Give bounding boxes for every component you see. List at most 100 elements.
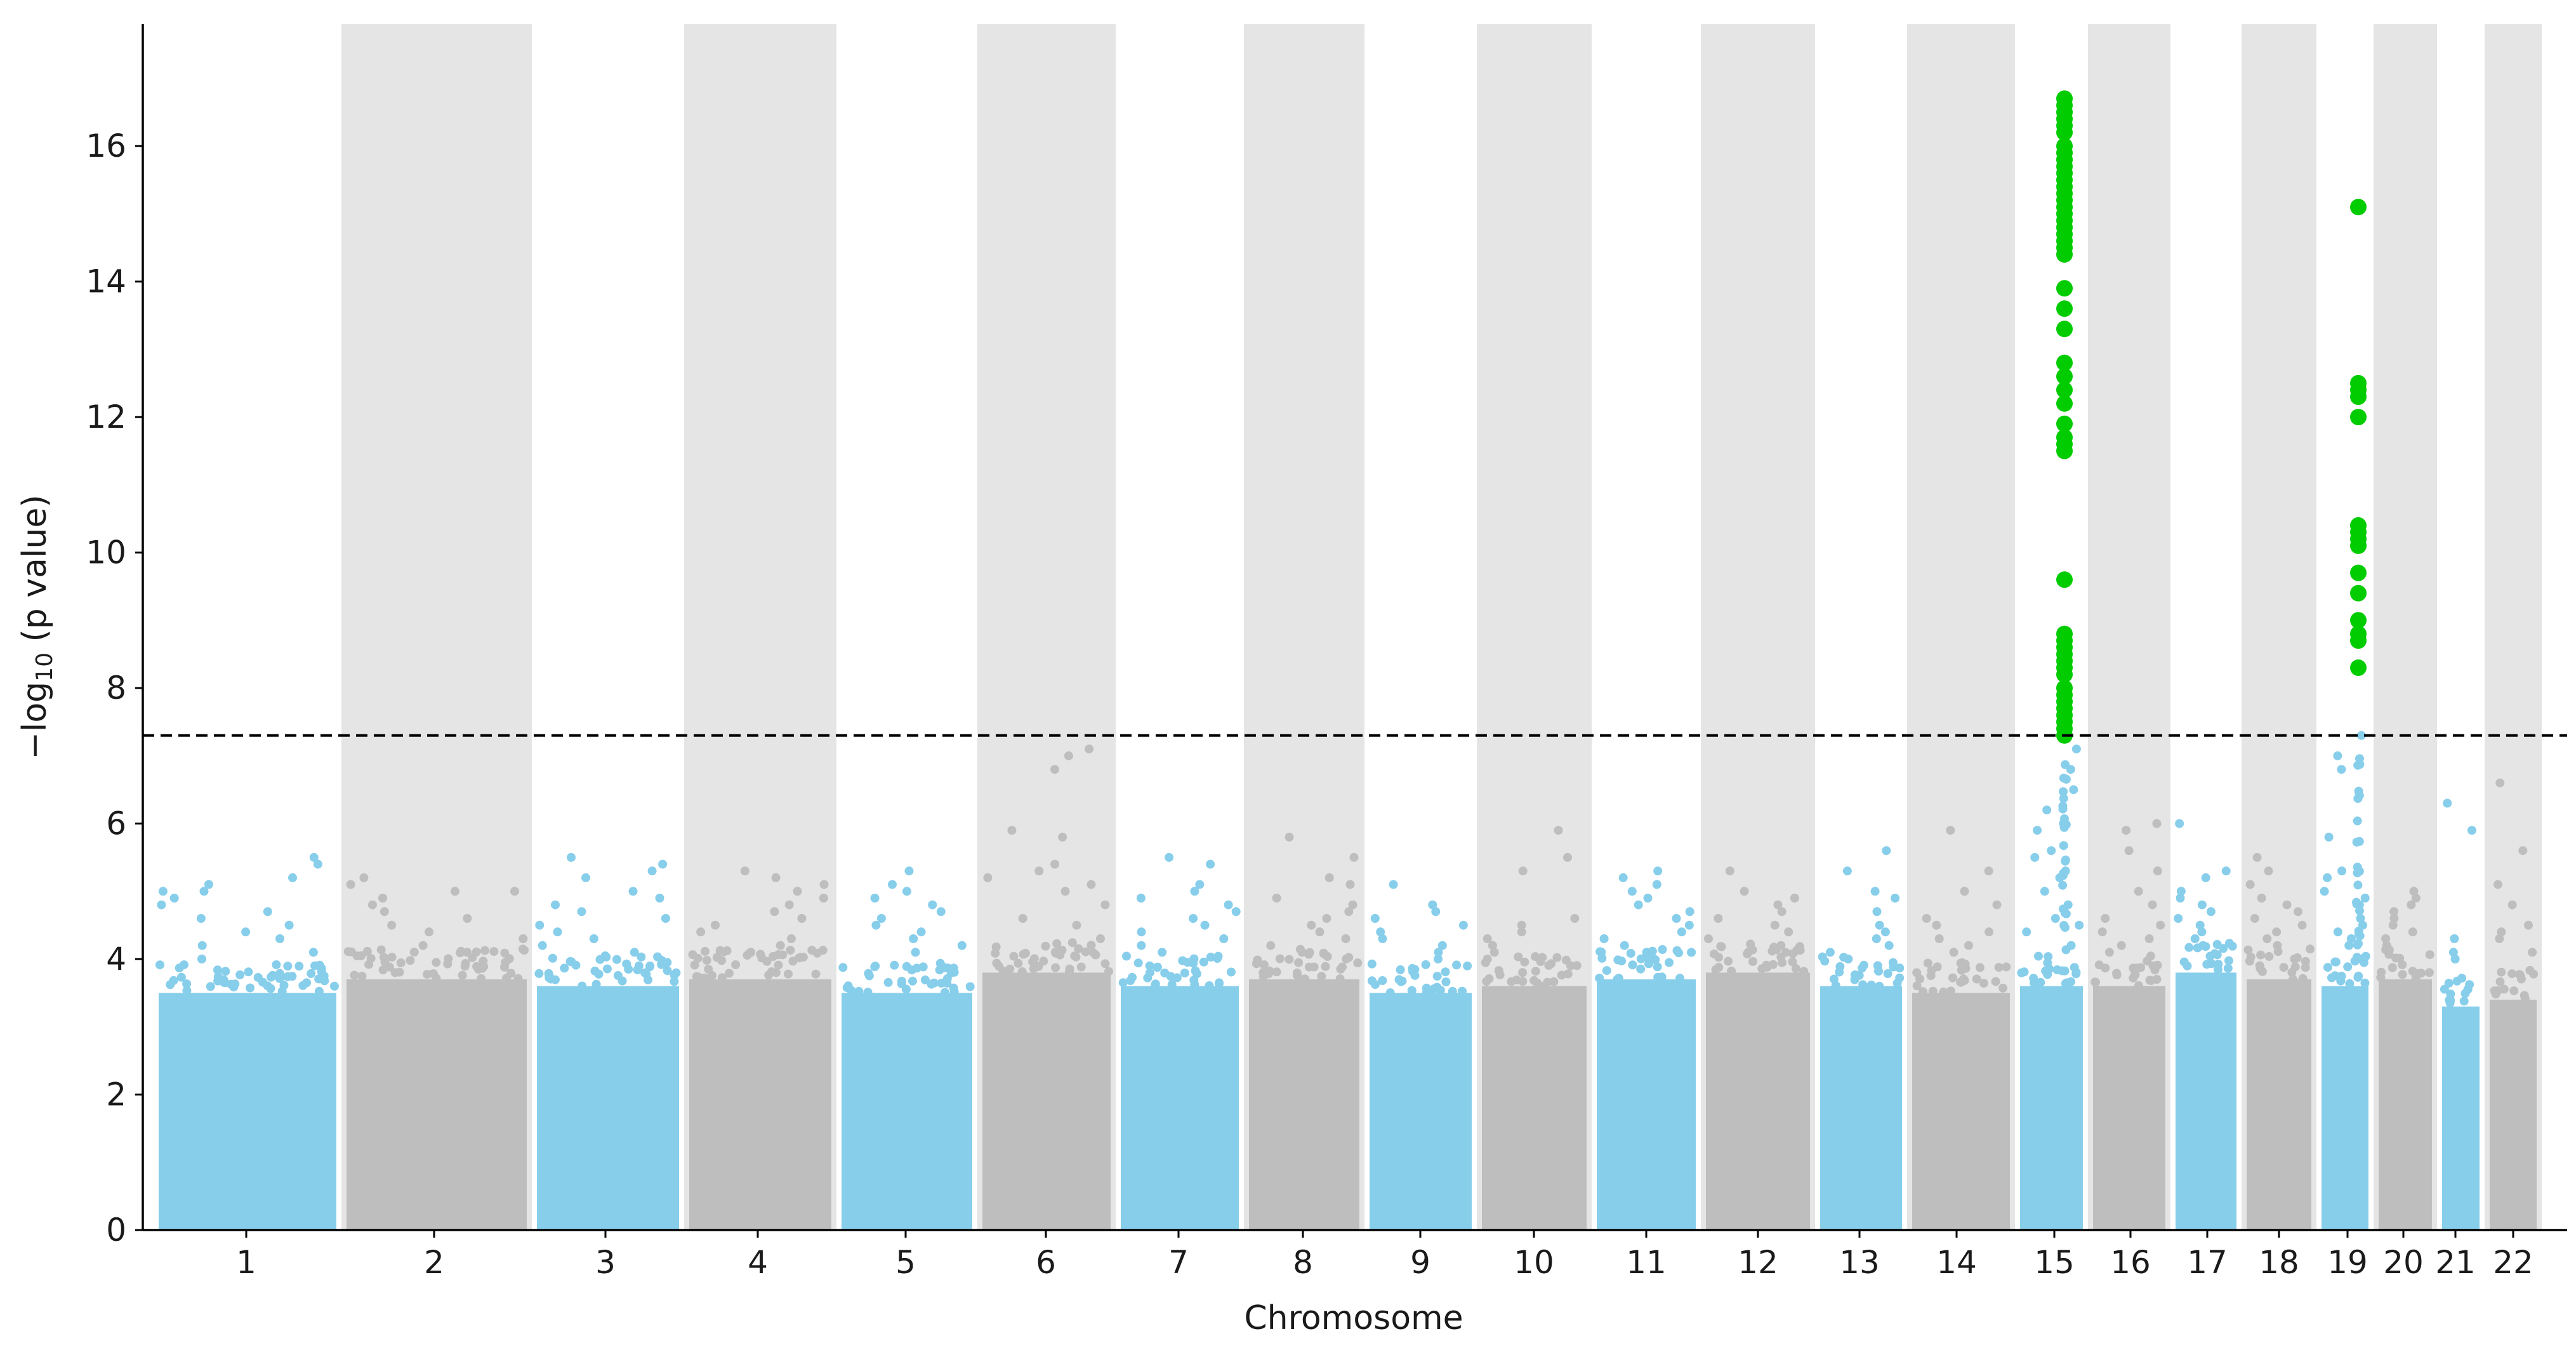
snp-point (2134, 981, 2143, 990)
snp-point (2060, 966, 2070, 976)
snp-point (1743, 948, 1753, 957)
x-tick-label: 20 (2383, 1244, 2424, 1281)
snp-point (2353, 880, 2363, 890)
snp-point (2184, 943, 2194, 952)
snp-point (871, 920, 881, 930)
snp-point (2069, 785, 2078, 795)
snp-point (294, 962, 304, 971)
snp-point (1634, 900, 1643, 910)
snp-point (1773, 900, 1783, 910)
snp-point (1050, 859, 1060, 869)
snp-point (1353, 958, 1363, 968)
snp-point (1100, 900, 1110, 910)
snp-point (2297, 920, 2307, 930)
snp-point (1324, 873, 1334, 882)
snp-point (1790, 894, 1799, 903)
snp-point (1617, 956, 1627, 966)
snp-point (2448, 948, 2458, 957)
snp-point (2529, 969, 2539, 979)
snp-point (477, 974, 486, 983)
x-tick-label: 15 (2034, 1244, 2075, 1281)
snp-point (456, 948, 465, 958)
snp-point (2146, 976, 2156, 985)
snp-point (1349, 852, 1359, 862)
snp-point (2197, 927, 2207, 937)
snp-point (2408, 927, 2417, 937)
y-tick-label: 6 (106, 805, 126, 842)
snp-point (571, 960, 581, 970)
snp-point (591, 979, 601, 989)
snp-point (577, 907, 586, 917)
snp-point (2337, 972, 2346, 981)
snp-point (1058, 832, 1067, 842)
snp-point (2320, 887, 2329, 896)
snp-point (1118, 978, 1128, 988)
x-tick-label: 9 (1410, 1244, 1430, 1281)
snp-point (376, 945, 386, 955)
snp-point (213, 965, 222, 975)
snp-point (2409, 887, 2419, 896)
snp-point (395, 967, 404, 977)
significant-snp-point (2350, 632, 2367, 649)
snp-point (1984, 866, 1993, 876)
snp-point (1875, 920, 1884, 930)
snp-point (2104, 948, 2114, 957)
snp-point (458, 970, 467, 980)
snp-point (854, 986, 864, 996)
snp-point (2059, 793, 2068, 803)
snp-point (479, 956, 488, 966)
snp-point (1595, 974, 1604, 983)
snp-point (378, 965, 388, 975)
snp-point (1520, 957, 1529, 967)
snp-point (843, 981, 853, 991)
snp-point (1122, 951, 1131, 961)
snp-point (1067, 938, 1077, 948)
snp-point (1784, 927, 1793, 937)
snp-point (942, 974, 952, 983)
significant-snp-point (2350, 564, 2367, 581)
snp-point (2323, 963, 2332, 972)
snp-point (1081, 947, 1090, 956)
snp-point (1799, 967, 1809, 976)
snp-point (1007, 826, 1017, 835)
snp-point (1259, 960, 1269, 970)
snp-point (2176, 887, 2186, 896)
significant-snp-point (2350, 537, 2367, 554)
snp-point (2097, 927, 2107, 937)
snp-point (1549, 977, 1559, 986)
snp-point (1408, 967, 1418, 976)
snp-point (1614, 974, 1623, 983)
significant-snp-point (2056, 415, 2073, 432)
snp-point (1441, 967, 1450, 977)
snp-point (1158, 948, 1167, 957)
snp-point (1085, 744, 1094, 754)
snp-point (929, 978, 939, 988)
snp-point (2356, 954, 2365, 963)
snp-point (378, 894, 387, 903)
snp-point (1458, 920, 1468, 930)
snp-point (916, 927, 926, 937)
snp-point (2490, 986, 2499, 996)
snp-point (2059, 787, 2068, 797)
snp-point (1231, 907, 1241, 917)
snp-point (1994, 963, 2004, 972)
snp-point (633, 965, 642, 974)
snp-point (357, 951, 366, 960)
snp-point (991, 943, 1001, 951)
snp-point (1153, 962, 1162, 972)
snp-point (1463, 961, 1472, 970)
x-tick-label: 14 (1936, 1244, 1977, 1281)
snp-point (1190, 980, 1199, 989)
snp-point (2353, 794, 2363, 804)
snp-point (793, 887, 802, 896)
snp-point (1213, 954, 1222, 963)
snp-point (1972, 974, 1981, 984)
snp-point (740, 866, 750, 876)
snp-point (1895, 973, 1905, 983)
snp-point (992, 958, 1001, 968)
snp-point (940, 963, 949, 972)
snp-point (548, 953, 557, 963)
snp-point (2289, 975, 2297, 984)
snp-point (1620, 941, 1629, 950)
x-axis-label: Chromosome (1244, 1299, 1463, 1337)
